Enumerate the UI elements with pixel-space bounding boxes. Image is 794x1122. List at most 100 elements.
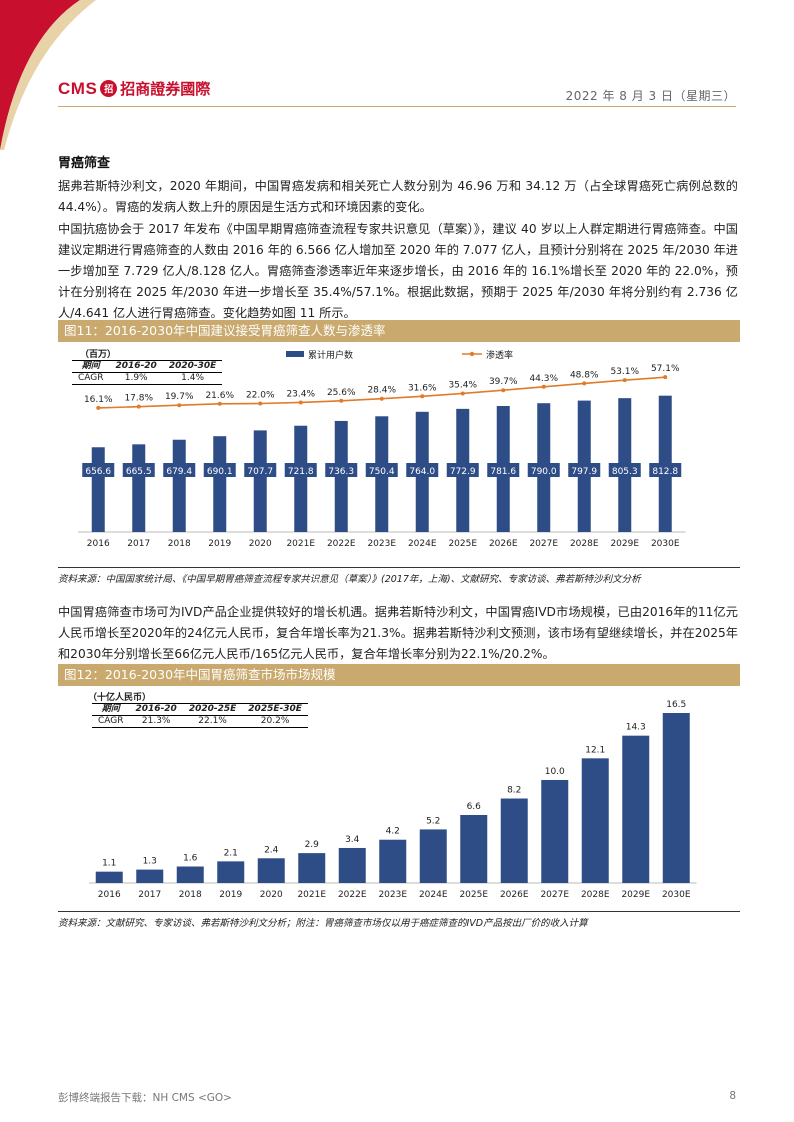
x-tick-label-2019: 2019: [208, 539, 231, 549]
bar-value-label-2026E: 8.2: [507, 786, 521, 796]
line-label-2025E: 35.4%: [448, 380, 477, 390]
cagr-header: 期间: [72, 360, 110, 373]
bar-value-label-2017: 1.3: [143, 857, 157, 867]
bar-value-label-2028E: 797.9: [571, 467, 597, 477]
x-tick-label-2017: 2017: [138, 890, 161, 900]
line-point-2017: [136, 404, 141, 409]
chart1-legend: 累计用户数 渗透率: [286, 349, 513, 361]
x-tick-label-2029E: 2029E: [610, 539, 639, 549]
x-tick-label-2028E: 2028E: [581, 890, 610, 900]
bar-2025E: [460, 815, 488, 883]
figure-11-cagr-table: 期间 2016-20 2020-30E CAGR 1.9% 1.4%: [72, 360, 223, 385]
cagr-value: 1.4%: [162, 372, 223, 385]
line-label-2026E: 39.7%: [489, 377, 518, 387]
logo-mark-icon: 招: [100, 80, 118, 97]
bar-label-box-2025E: [446, 463, 479, 477]
x-tick-label-2022E: 2022E: [338, 890, 367, 900]
bar-label-box-2022E: [325, 463, 358, 477]
logo-cn-text: 招商證券國際: [120, 80, 211, 98]
x-tick-label-2016: 2016: [98, 890, 121, 900]
line-label-2022E: 25.6%: [327, 388, 356, 398]
cagr-value: 1.9%: [109, 372, 163, 385]
bar-label-box-2024E: [406, 463, 439, 477]
bar-value-label-2025E: 772.9: [450, 467, 476, 477]
figure-11-chart: 累计用户数 渗透率 656.6 2016 665.5 2017 679.4 2018 690.1…: [78, 349, 686, 549]
bar-label-box-2018: [163, 463, 196, 477]
bar-label-box-2029E: [608, 463, 641, 477]
x-tick-label-2023E: 2023E: [367, 539, 396, 549]
x-tick-label-2020: 2020: [249, 539, 272, 549]
bar-2017: [136, 869, 164, 883]
bar-value-label-2027E: 790.0: [531, 467, 557, 477]
figure-12-caption: 图12：2016-2030年中国胃癌筛查市场市场规模: [58, 664, 740, 686]
cagr-header: 2025E-30E: [242, 703, 308, 716]
bar-value-label-2019: 2.1: [224, 848, 238, 858]
bar-2024E: [419, 829, 447, 883]
figure-12-source: 资料来源：文献研究、专家访谈、弗若斯特沙利文分析；附注：胃癌筛查市场仅以用于癌症…: [58, 911, 740, 929]
corner-decoration: [0, 0, 96, 150]
line-label-2027E: 44.3%: [529, 374, 558, 384]
x-tick-label-2016: 2016: [87, 539, 110, 549]
bar-value-label-2029E: 805.3: [612, 467, 638, 477]
x-tick-label-2030E: 2030E: [651, 539, 680, 549]
legend-label-bar: 累计用户数: [308, 349, 353, 361]
line-point-2024E: [420, 394, 425, 399]
bar-value-label-2023E: 750.4: [369, 467, 395, 477]
bar-label-box-2019: [203, 463, 236, 477]
x-tick-label-2021E: 2021E: [286, 539, 315, 549]
figure-12-unit: （十亿人民币）: [88, 693, 152, 703]
line-label-2030E: 57.1%: [651, 364, 680, 374]
bar-value-label-2021E: 721.8: [288, 467, 314, 477]
line-label-2024E: 31.6%: [408, 383, 437, 393]
bar-value-label-2021E: 2.9: [305, 840, 320, 850]
paragraph-1: 据弗若斯特沙利文，2020 年期间，中国胃癌发病和相关死亡人数分别为 46.96…: [58, 179, 738, 214]
x-tick-label-2027E: 2027E: [540, 890, 569, 900]
x-tick-label-2018: 2018: [168, 539, 191, 549]
bar-value-label-2020: 2.4: [264, 845, 279, 855]
line-point-2020: [258, 401, 263, 406]
bar-2017: [132, 444, 146, 532]
bar-value-label-2024E: 764.0: [409, 467, 435, 477]
line-point-2026E: [501, 388, 506, 393]
cagr-value: 22.1%: [182, 715, 243, 728]
line-label-2023E: 28.4%: [367, 386, 396, 396]
bar-2019: [213, 436, 227, 532]
x-tick-label-2024E: 2024E: [419, 890, 448, 900]
x-tick-label-2026E: 2026E: [489, 539, 518, 549]
cagr-row-label: CAGR: [72, 372, 110, 385]
line-point-2018: [177, 403, 182, 408]
bar-label-box-2021E: [284, 463, 317, 477]
bar-2016: [91, 447, 105, 532]
line-label-2018: 19.7%: [165, 392, 194, 402]
bar-value-label-2019: 690.1: [207, 467, 233, 477]
bar-value-label-2027E: 10.0: [545, 767, 565, 777]
bar-2021E: [294, 425, 308, 532]
bar-value-label-2028E: 12.1: [585, 745, 605, 755]
header-divider: [58, 106, 736, 107]
bar-2022E: [338, 847, 366, 883]
bar-value-label-2025E: 6.6: [467, 802, 482, 812]
x-tick-label-2027E: 2027E: [529, 539, 558, 549]
figure-11-caption: 图11：2016-2030年中国建议接受胃癌筛查人数与渗透率: [58, 320, 740, 342]
bar-2018: [172, 439, 186, 532]
x-tick-label-2020: 2020: [260, 890, 283, 900]
bar-label-box-2027E: [527, 463, 560, 477]
bar-2020: [253, 430, 267, 532]
line-point-2016: [96, 405, 101, 410]
x-tick-label-2021E: 2021E: [297, 890, 326, 900]
x-tick-label-2025E: 2025E: [448, 539, 477, 549]
bar-value-label-2024E: 5.2: [426, 816, 440, 826]
bar-value-label-2018: 1.6: [183, 854, 198, 864]
bar-value-label-2016: 656.6: [85, 467, 111, 477]
bar-label-box-2023E: [365, 463, 398, 477]
bar-2026E: [500, 798, 528, 883]
bar-label-box-2016: [82, 463, 115, 477]
company-logo: CMS 招 招商證券國際: [58, 78, 210, 99]
line-label-2028E: 48.8%: [570, 370, 599, 380]
x-tick-label-2024E: 2024E: [408, 539, 437, 549]
figure-11-unit: （百万）: [80, 350, 117, 360]
line-point-2027E: [541, 384, 546, 389]
bar-2030E: [662, 713, 690, 883]
line-point-2021E: [298, 400, 303, 405]
x-tick-label-2018: 2018: [179, 890, 202, 900]
